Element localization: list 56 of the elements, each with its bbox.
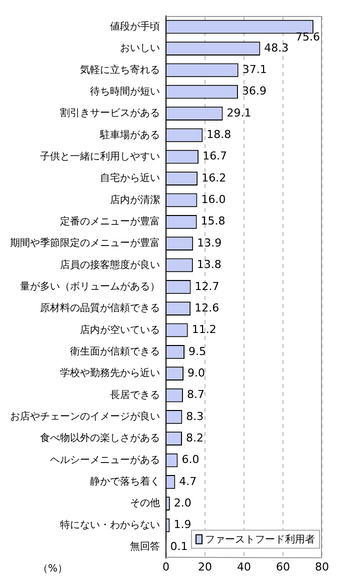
data-label: 9.0 [188, 366, 206, 380]
x-tick-label: 80 [315, 560, 329, 574]
y-tick-label: 学校や勤務先から近い [60, 367, 160, 380]
y-tick-label: 量が多い（ボリュームがある） [20, 280, 160, 292]
y-tick-label: 無回答 [130, 540, 160, 553]
y-tick-label: 店員の接客態度が良い [60, 258, 160, 271]
data-label: 12.6 [194, 301, 220, 314]
x-tick-label: 60 [276, 560, 290, 574]
y-tick-label: 子供と一緒に利用しやすい [40, 150, 160, 162]
data-label: 4.7 [179, 474, 197, 488]
data-label: 15.8 [200, 214, 226, 228]
data-label: 37.1 [242, 63, 267, 76]
y-tick-label: 店内が空いている [80, 324, 160, 336]
data-label: 8.3 [186, 410, 204, 423]
y-tick-label: 割引きサービスがある [60, 107, 160, 120]
y-tick-label: おいしい [120, 43, 160, 54]
y-tick-label: 衛生面が信頼できる [70, 346, 160, 358]
data-label: 36.9 [242, 84, 266, 98]
y-tick-label: 気軽に立ち寄れる [80, 64, 160, 76]
data-label: 2.0 [174, 496, 192, 510]
y-tick-label: 定番のメニューが豊富 [60, 215, 160, 228]
data-label: 1.9 [174, 518, 192, 532]
data-label: 16.0 [201, 193, 226, 206]
data-label: 8.2 [186, 431, 204, 444]
data-label: 0.1 [170, 540, 188, 553]
data-label: 48.3 [264, 41, 289, 54]
x-tick-label: 40 [237, 560, 251, 574]
y-tick-label: お店やチェーンのイメージが良い [10, 410, 160, 423]
y-tick-label: ヘルシーメニューがある [50, 454, 160, 466]
data-label: 9.5 [188, 344, 206, 358]
x-tick-label: 20 [198, 560, 212, 574]
data-label: 8.7 [186, 388, 204, 402]
legend-label: ファーストフード利用者 [205, 533, 315, 546]
data-label: 12.7 [194, 280, 220, 293]
data-label: 18.8 [206, 128, 232, 142]
data-label: 13.9 [197, 236, 222, 250]
data-label: 16.2 [202, 171, 226, 184]
y-tick-label: 自宅から近い [100, 172, 160, 184]
y-tick-label: その他 [130, 497, 160, 510]
data-label: 11.2 [192, 323, 216, 336]
data-label: 29.1 [226, 106, 252, 120]
x-axis-title: （%） [38, 564, 68, 575]
y-tick-label: 特にない・わからない [60, 518, 160, 531]
data-label: 13.8 [196, 258, 222, 272]
y-tick-label: 店内が清潔 [110, 194, 160, 206]
y-tick-label: 待ち時間が短い [90, 85, 160, 98]
y-tick-label: 食べ物以外の楽しさがある [40, 432, 160, 444]
y-tick-label: 期間や季節限定のメニューが豊富 [10, 237, 160, 250]
y-tick-label: 長居できる [110, 390, 160, 401]
y-tick-label: 原材料の品質が信頼できる [40, 302, 160, 314]
y-tick-label: 値段が手頃 [110, 20, 160, 32]
data-label: 6.0 [182, 453, 200, 466]
y-tick-label: 静かで落ち着く [90, 476, 160, 488]
data-label: 16.7 [202, 150, 228, 163]
x-tick-label: 0 [162, 560, 170, 574]
y-tick-label: 駐車場がある [99, 128, 160, 141]
